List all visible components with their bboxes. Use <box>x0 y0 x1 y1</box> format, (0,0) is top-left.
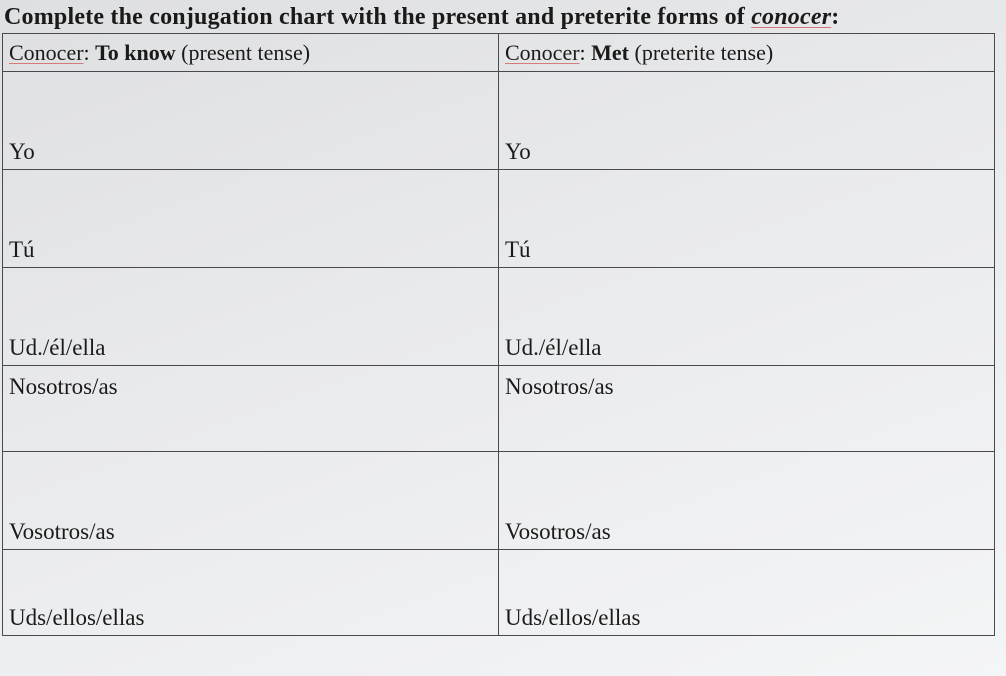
pronoun-label: Yo <box>9 139 35 164</box>
pronoun-label: Nosotros/as <box>505 374 614 399</box>
cell-right[interactable]: Nosotros/as <box>499 366 995 452</box>
pronoun-label: Uds/ellos/ellas <box>9 605 144 630</box>
instruction-line: Complete the conjugation chart with the … <box>4 4 1000 31</box>
table-row: Ud./él/ella Ud./él/ella <box>3 268 995 366</box>
pronoun-label: Vosotros/as <box>9 519 115 544</box>
cell-right[interactable]: Ud./él/ella <box>499 268 995 366</box>
cell-right[interactable]: Uds/ellos/ellas <box>499 550 995 636</box>
pronoun-label: Vosotros/as <box>505 519 611 544</box>
header-left: Conocer: To know (present tense) <box>3 34 499 72</box>
cell-left[interactable]: Vosotros/as <box>3 452 499 550</box>
pronoun-label: Nosotros/as <box>9 374 118 399</box>
cell-right[interactable]: Vosotros/as <box>499 452 995 550</box>
cell-right[interactable]: Yo <box>499 72 995 170</box>
pronoun-label: Tú <box>505 237 531 262</box>
header-left-meaning: To know <box>95 40 176 65</box>
cell-left[interactable]: Nosotros/as <box>3 366 499 452</box>
header-right-sep: : <box>580 40 592 65</box>
instruction-verb: conocer <box>751 4 831 30</box>
table-row: Nosotros/as Nosotros/as <box>3 366 995 452</box>
table-row: Uds/ellos/ellas Uds/ellos/ellas <box>3 550 995 636</box>
table-row: Vosotros/as Vosotros/as <box>3 452 995 550</box>
cell-left[interactable]: Yo <box>3 72 499 170</box>
header-left-verb: Conocer <box>9 40 84 65</box>
pronoun-label: Ud./él/ella <box>9 335 105 360</box>
cell-left[interactable]: Uds/ellos/ellas <box>3 550 499 636</box>
table-row: Yo Yo <box>3 72 995 170</box>
instruction-lead: Complete the conjugation chart with the … <box>4 4 751 30</box>
header-right-meaning: Met <box>591 40 629 65</box>
table-row: Tú Tú <box>3 170 995 268</box>
header-right-verb: Conocer <box>505 40 580 65</box>
header-right-paren: (preterite tense) <box>629 40 773 65</box>
header-left-sep: : <box>84 40 96 65</box>
header-right: Conocer: Met (preterite tense) <box>499 34 995 72</box>
header-left-paren: (present tense) <box>176 40 310 65</box>
pronoun-label: Ud./él/ella <box>505 335 601 360</box>
table-header-row: Conocer: To know (present tense) Conocer… <box>3 34 995 72</box>
instruction-tail: : <box>831 4 839 30</box>
conjugation-table: Conocer: To know (present tense) Conocer… <box>2 33 995 636</box>
cell-left[interactable]: Tú <box>3 170 499 268</box>
pronoun-label: Yo <box>505 139 531 164</box>
cell-left[interactable]: Ud./él/ella <box>3 268 499 366</box>
cell-right[interactable]: Tú <box>499 170 995 268</box>
pronoun-label: Uds/ellos/ellas <box>505 605 640 630</box>
pronoun-label: Tú <box>9 237 35 262</box>
